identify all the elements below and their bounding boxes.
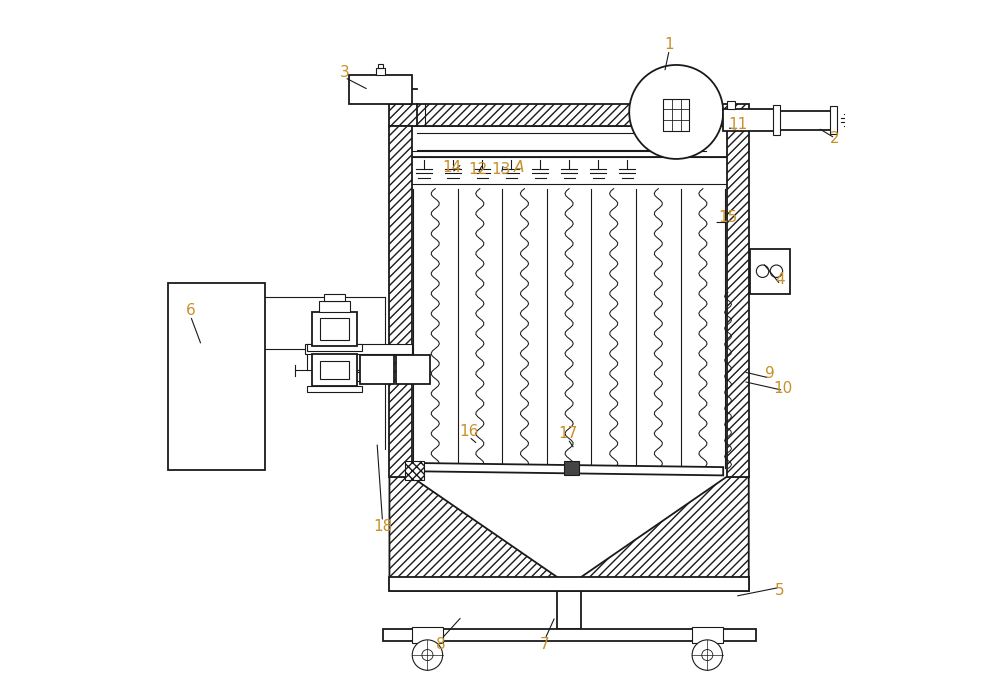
Bar	[320, 361, 349, 379]
Circle shape	[629, 65, 723, 159]
Bar	[773, 105, 780, 135]
Bar	[312, 354, 357, 386]
Text: 7: 7	[540, 636, 550, 652]
Bar	[672, 109, 681, 120]
Text: 14: 14	[442, 160, 461, 175]
Bar	[780, 111, 832, 130]
Bar	[383, 629, 756, 641]
Bar	[396, 355, 430, 384]
Bar	[692, 627, 723, 643]
Bar	[663, 120, 672, 131]
Circle shape	[692, 640, 723, 670]
Text: A: A	[514, 160, 525, 175]
Bar	[307, 386, 362, 392]
Text: 17: 17	[558, 426, 577, 442]
Text: 13: 13	[492, 162, 511, 177]
Circle shape	[702, 650, 713, 661]
Bar	[412, 627, 443, 643]
Polygon shape	[581, 477, 749, 591]
Circle shape	[756, 265, 769, 278]
Bar	[349, 75, 412, 104]
Bar	[320, 318, 349, 340]
Text: 9: 9	[765, 366, 774, 381]
Bar	[324, 294, 345, 301]
Bar	[727, 126, 749, 477]
Bar	[663, 109, 672, 120]
Bar	[830, 106, 837, 134]
Text: 18: 18	[373, 519, 392, 534]
Text: 4: 4	[776, 272, 785, 287]
Text: 10: 10	[774, 381, 793, 396]
Text: 12: 12	[468, 162, 488, 177]
Polygon shape	[389, 477, 557, 591]
Text: 15: 15	[718, 210, 738, 225]
Bar	[389, 104, 749, 126]
Text: 5: 5	[775, 583, 785, 598]
Bar	[663, 99, 672, 109]
Circle shape	[770, 265, 783, 278]
Bar	[672, 99, 681, 109]
Bar	[681, 120, 689, 131]
Text: 6: 6	[186, 303, 195, 319]
Bar	[681, 99, 689, 109]
Bar	[750, 249, 790, 294]
Bar	[312, 312, 357, 346]
Bar	[378, 64, 383, 68]
Bar	[307, 344, 362, 351]
Bar	[557, 591, 581, 629]
Bar	[723, 109, 778, 131]
Bar	[305, 344, 412, 354]
Text: 16: 16	[459, 424, 479, 439]
Bar	[168, 283, 265, 470]
Bar	[360, 355, 394, 384]
Bar	[389, 577, 749, 591]
Text: 3: 3	[340, 65, 349, 80]
Bar	[727, 101, 735, 109]
Text: 1: 1	[664, 37, 674, 53]
Bar	[319, 301, 350, 312]
Bar	[564, 461, 579, 475]
Bar	[663, 99, 689, 131]
Bar	[389, 126, 412, 477]
Circle shape	[422, 650, 433, 661]
Circle shape	[412, 640, 443, 670]
Bar	[672, 120, 681, 131]
Text: 2: 2	[830, 131, 840, 146]
Text: 8: 8	[436, 636, 446, 652]
Bar	[405, 461, 424, 480]
Bar	[376, 68, 385, 75]
Text: 11: 11	[729, 117, 748, 132]
Bar	[681, 109, 689, 120]
Polygon shape	[415, 463, 723, 475]
